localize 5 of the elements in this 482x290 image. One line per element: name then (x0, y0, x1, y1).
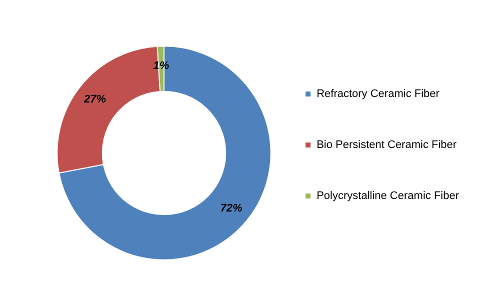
legend-label: Polycrystalline Ceramic Fiber (316, 190, 460, 202)
data-label: 72% (220, 202, 242, 215)
data-label: 27% (83, 94, 106, 106)
legend-label: Bio Persistent Ceramic Fiber (316, 139, 457, 151)
legend-label: Refractory Ceramic Fiber (316, 88, 440, 100)
